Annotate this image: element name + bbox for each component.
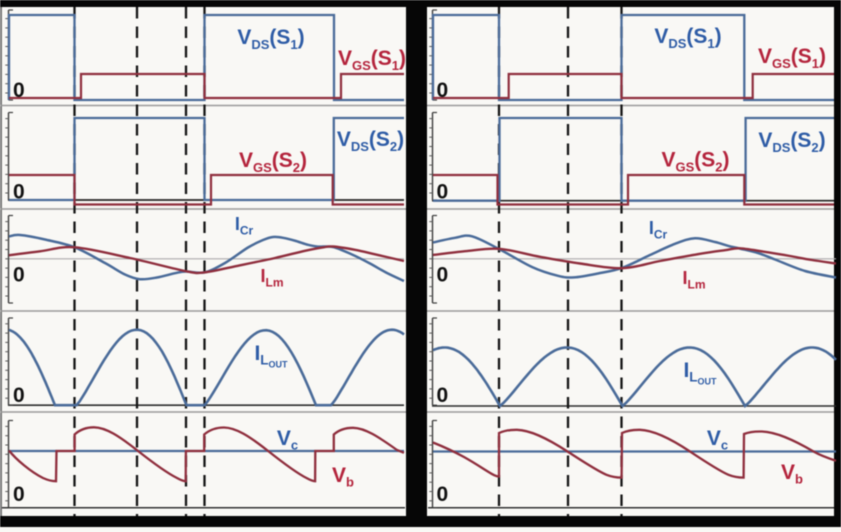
svg-text:0: 0 bbox=[437, 483, 449, 506]
svg-text:0: 0 bbox=[13, 384, 25, 407]
svg-text:VGS(S2): VGS(S2) bbox=[239, 149, 307, 175]
svg-text:0: 0 bbox=[13, 181, 25, 204]
svg-text:0: 0 bbox=[437, 264, 449, 287]
svg-text:0: 0 bbox=[13, 264, 25, 287]
svg-text:0: 0 bbox=[437, 384, 449, 407]
svg-text:VDS(S1): VDS(S1) bbox=[654, 25, 721, 51]
svg-text:VDS(S2): VDS(S2) bbox=[337, 128, 404, 154]
svg-text:0: 0 bbox=[13, 79, 25, 102]
svg-text:0: 0 bbox=[13, 483, 25, 506]
svg-text:0: 0 bbox=[437, 79, 449, 102]
svg-text:0: 0 bbox=[437, 181, 449, 204]
